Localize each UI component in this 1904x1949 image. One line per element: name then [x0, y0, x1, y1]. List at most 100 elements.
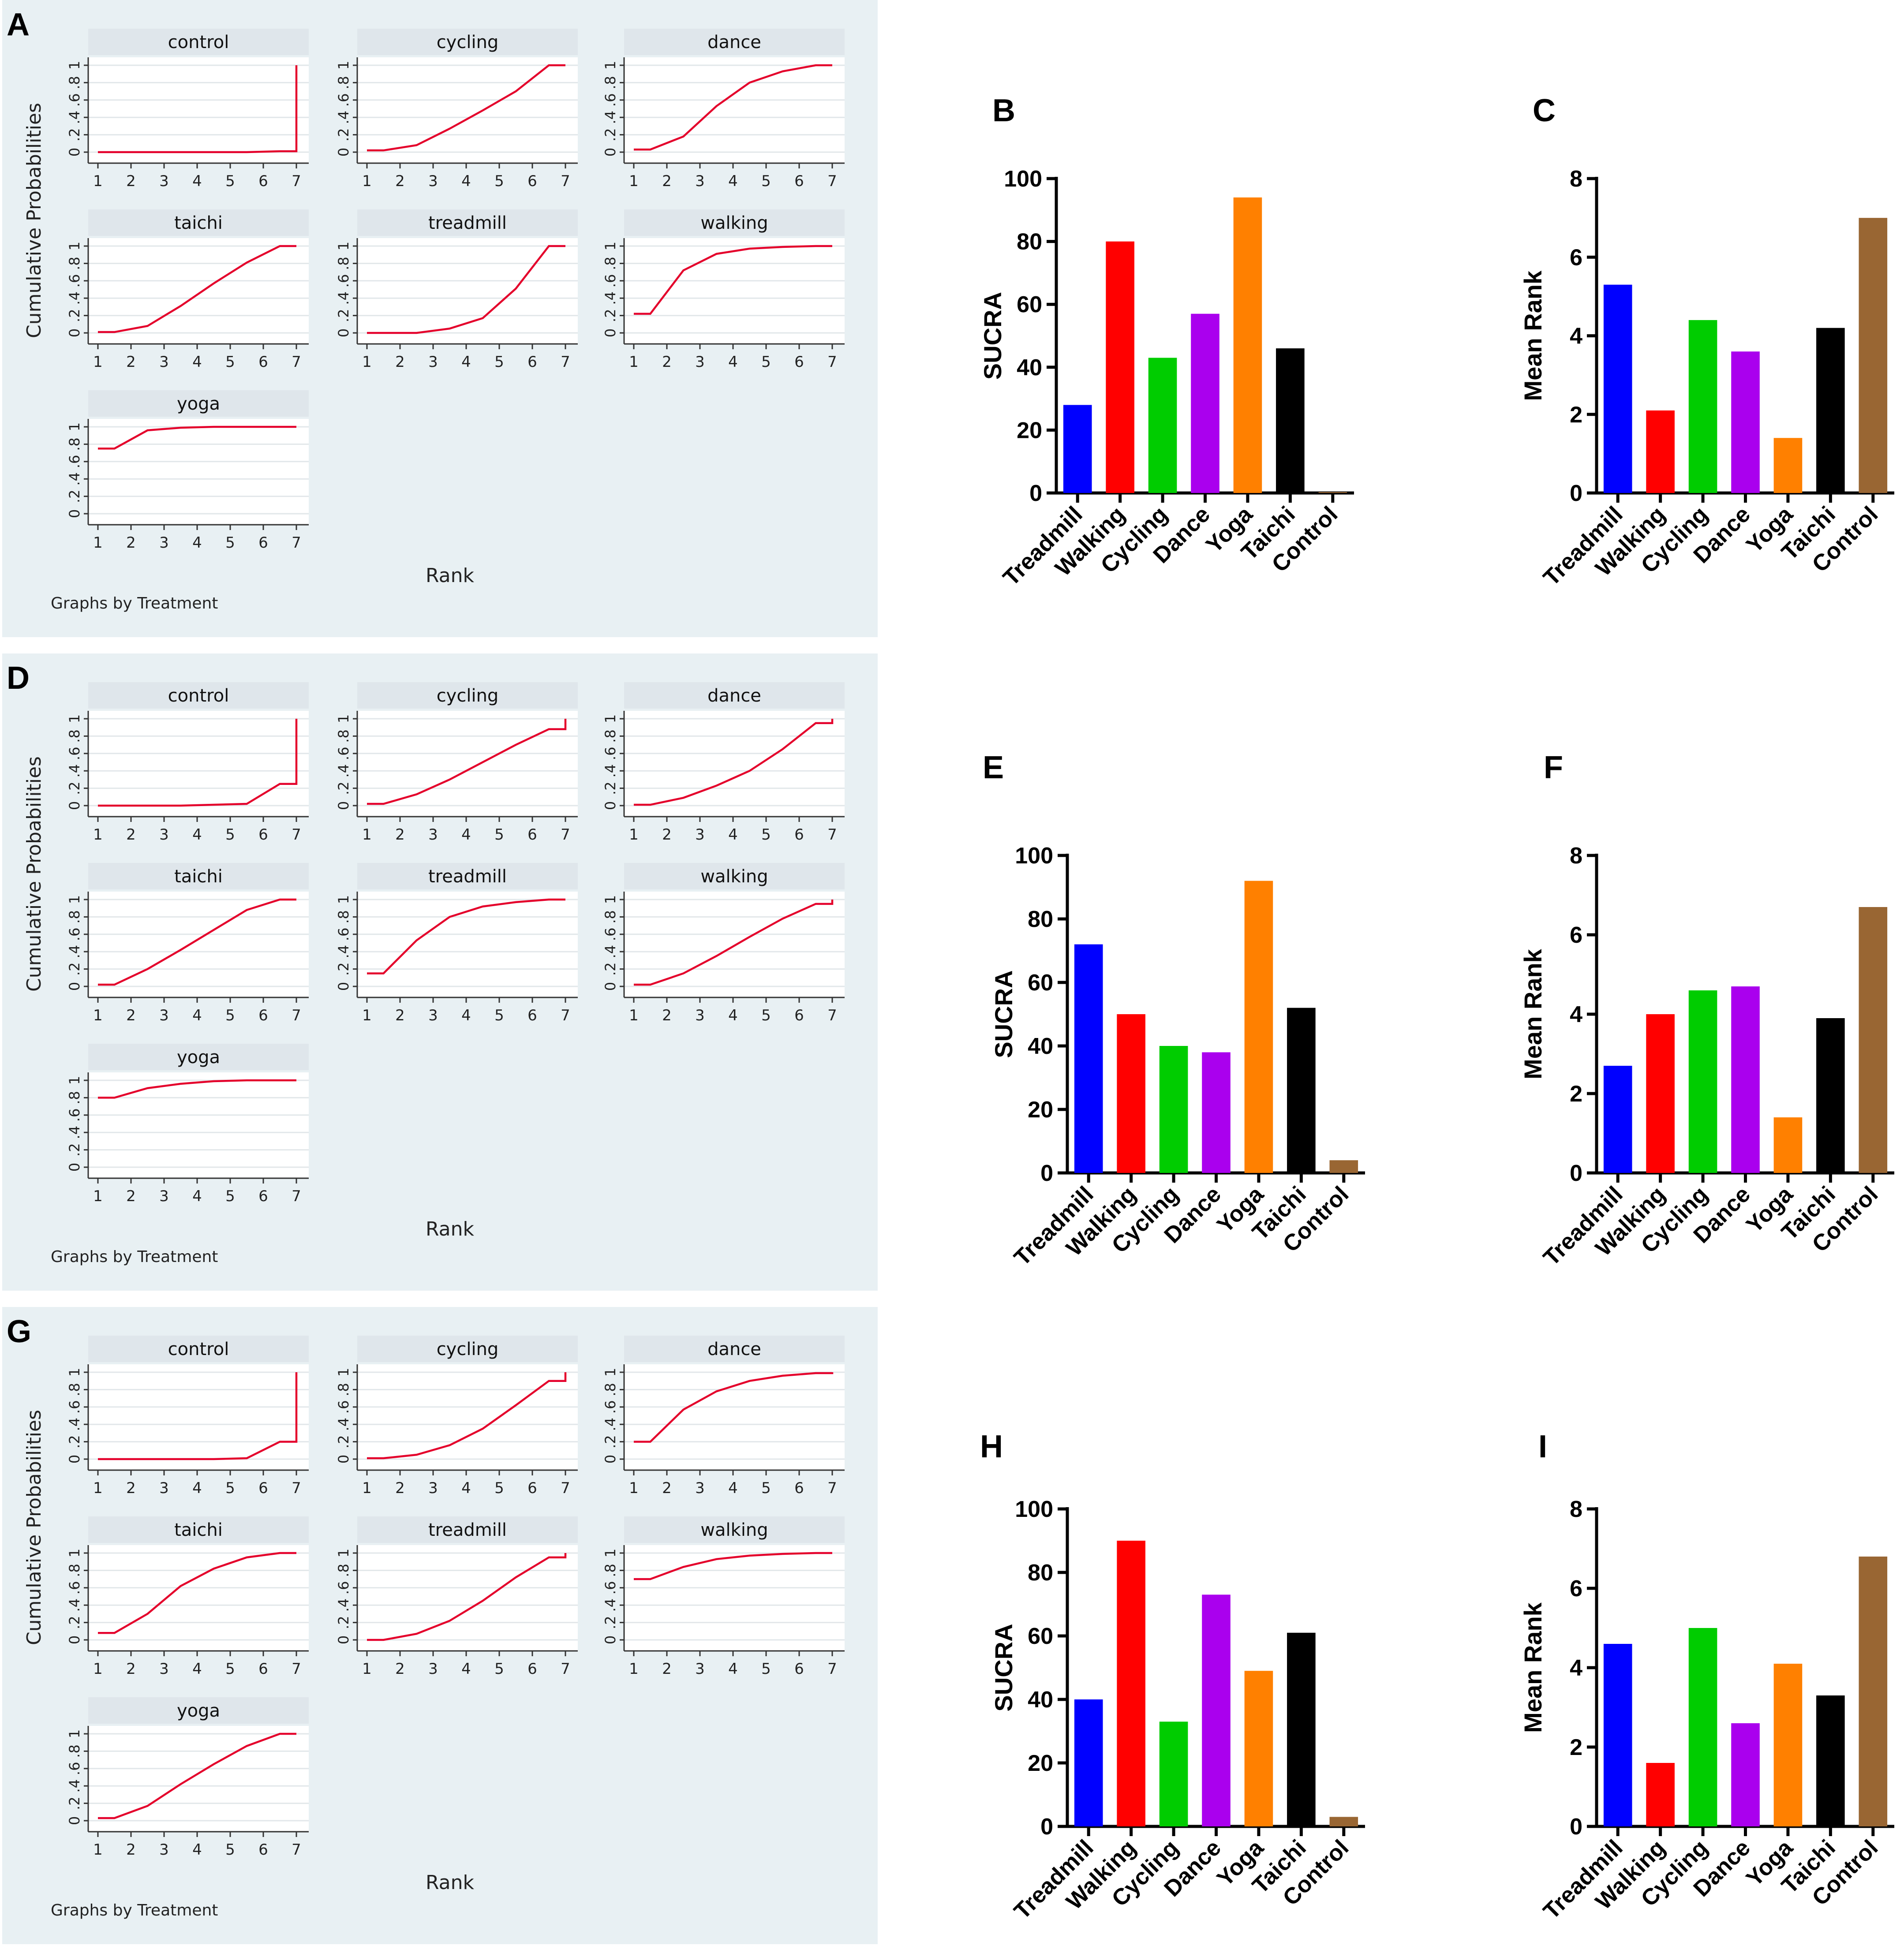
facet-title: treadmill — [428, 213, 507, 233]
y-tick-label: .8 — [335, 257, 352, 270]
facet-plot-area — [88, 1545, 309, 1651]
y-tick-label: .6 — [335, 274, 352, 288]
facet-strip — [357, 863, 578, 889]
facet-title: taichi — [174, 866, 223, 887]
y-tick-label: .4 — [66, 1779, 83, 1793]
x-tick-label: 7 — [561, 1007, 570, 1024]
x-tick-label: 5 — [494, 826, 504, 844]
facet-control: control 0 .2 .4 .6 .8 1 1 2 3 4 5 6 7 — [66, 29, 309, 190]
x-tick-label: 1 — [629, 1007, 639, 1024]
cumulative-line — [634, 1372, 834, 1443]
y-tick-label: .2 — [66, 781, 83, 795]
bar-cycling — [1688, 990, 1717, 1173]
cumulative-line — [634, 719, 834, 806]
y-tick-label: 0 — [1029, 481, 1042, 506]
x-tick-label: 6 — [258, 1479, 268, 1497]
x-tick-label: 1 — [93, 172, 103, 190]
y-tick-label: .2 — [602, 781, 619, 795]
y-tick-label: 8 — [1570, 843, 1582, 869]
cumulative-line — [98, 245, 296, 333]
x-tick-label: 3 — [428, 826, 438, 844]
y-tick-label: 0 — [335, 148, 352, 157]
y-tick-label: .4 — [335, 111, 352, 124]
facet-strip — [357, 209, 578, 236]
y-tick-label: .4 — [66, 1126, 83, 1139]
facet-title: walking — [700, 866, 768, 887]
x-tick-label: 1 — [362, 172, 372, 190]
x-tick-label: 1 — [362, 1660, 372, 1678]
x-tick-label: 5 — [225, 1187, 235, 1205]
facet-taichi: taichi 0 .2 .4 .6 .8 1 1 2 3 4 5 6 7 — [66, 863, 309, 1024]
x-tick-label: 7 — [292, 1187, 301, 1205]
x-tick-label: 6 — [258, 1660, 268, 1678]
bar-walking — [1646, 1763, 1675, 1826]
y-tick-label: 0 — [335, 1455, 352, 1464]
bar-walking — [1106, 241, 1134, 493]
y-tick-label: 0 — [602, 1455, 619, 1464]
x-axis-label: Rank — [426, 1871, 474, 1894]
bar-dance — [1731, 986, 1760, 1173]
facet-strip — [88, 863, 309, 889]
facet-title: walking — [700, 213, 768, 233]
x-tick-label: 7 — [561, 353, 570, 371]
y-tick-label: 1 — [335, 1368, 352, 1377]
bar-dance — [1731, 351, 1760, 493]
y-tick-label: .6 — [602, 274, 619, 288]
y-tick-label: 2 — [1570, 1735, 1582, 1760]
y-tick-label: 0 — [66, 1816, 83, 1825]
x-tick-label: 6 — [794, 353, 804, 371]
y-tick-label: .2 — [335, 128, 352, 142]
x-tick-label: 1 — [629, 353, 639, 371]
bar-panel-b: BSUCRA020406080100TreadmillWalkingCyclin… — [979, 93, 1354, 591]
y-tick-label: 0 — [1570, 1161, 1582, 1186]
y-tick-label: 0 — [66, 1163, 83, 1172]
bar-walking — [1646, 410, 1675, 493]
x-tick-label: 5 — [494, 1660, 504, 1678]
x-tick-label: 6 — [258, 1007, 268, 1024]
y-tick-label: .8 — [335, 1383, 352, 1396]
x-tick-label: 6 — [527, 172, 537, 190]
x-tick-label: 4 — [728, 1007, 738, 1024]
panel-label: D — [7, 661, 30, 696]
y-tick-label: .8 — [335, 910, 352, 924]
y-tick-label: .4 — [335, 291, 352, 305]
y-tick-label: 1 — [335, 714, 352, 723]
facet-plot-area — [624, 1545, 845, 1651]
y-tick-label: .8 — [602, 1383, 619, 1396]
bar-taichi — [1287, 1008, 1316, 1173]
y-tick-label: .8 — [602, 729, 619, 743]
x-tick-label: 5 — [761, 1479, 771, 1497]
y-axis-label: Mean Rank — [1519, 1602, 1547, 1732]
x-tick-label: 1 — [362, 1479, 372, 1497]
facet-taichi: taichi 0 .2 .4 .6 .8 1 1 2 3 4 5 6 7 — [66, 209, 309, 371]
facet-title: control — [168, 1339, 229, 1359]
bar-walking — [1646, 1014, 1675, 1173]
bar-panel-h: HSUCRA020406080100TreadmillWalkingCyclin… — [980, 1429, 1365, 1924]
bar-treadmill — [1074, 944, 1103, 1173]
x-tick-label: 1 — [93, 826, 103, 844]
y-tick-label: .4 — [602, 1418, 619, 1431]
cumulative-line — [98, 1372, 298, 1460]
x-tick-label: 2 — [395, 826, 405, 844]
y-tick-label: .6 — [602, 928, 619, 941]
x-tick-label: 6 — [794, 172, 804, 190]
x-tick-label: 7 — [561, 826, 570, 844]
cumulative-line — [367, 1372, 567, 1460]
y-tick-label: .8 — [602, 1564, 619, 1577]
x-tick-label: 2 — [662, 1660, 672, 1678]
x-tick-label: 6 — [527, 1479, 537, 1497]
bar-taichi — [1287, 1632, 1316, 1826]
facet-strip — [357, 1336, 578, 1362]
facet-walking: walking 0 .2 .4 .6 .8 1 1 2 3 4 5 6 7 — [602, 1516, 845, 1678]
y-tick-label: .8 — [66, 1744, 83, 1758]
facet-yoga: yoga 0 .2 .4 .6 .8 1 1 2 3 4 5 6 7 — [66, 1044, 309, 1205]
facet-strip — [624, 1516, 845, 1543]
facet-plot-area — [88, 1072, 309, 1178]
x-tick-label: 3 — [428, 353, 438, 371]
y-tick-label: 60 — [1017, 292, 1042, 317]
y-tick-label: 2 — [1570, 402, 1582, 428]
y-tick-label: 1 — [66, 714, 83, 723]
y-tick-label: 0 — [66, 329, 83, 337]
